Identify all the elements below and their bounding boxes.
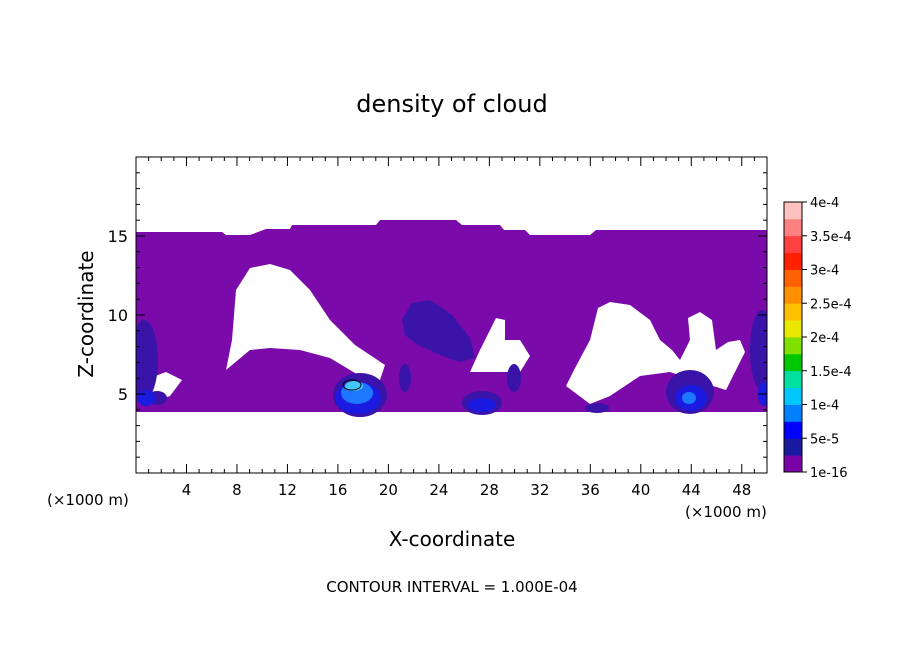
colorbar-label: 2e-4 — [810, 331, 839, 346]
colorbar-swatch — [784, 235, 802, 254]
density-level1-f — [750, 310, 767, 390]
density-level3-c — [682, 392, 696, 404]
x-tick-label: 24 — [429, 481, 448, 499]
x-tick-label: 40 — [631, 481, 650, 499]
colorbar-swatch — [784, 337, 802, 355]
colorbar-swatch — [784, 438, 802, 456]
footer-contour-interval: CONTOUR INTERVAL = 1.000E-04 — [326, 578, 577, 596]
density-level2-b — [468, 398, 496, 412]
density-level1-h — [399, 364, 411, 392]
colorbar-swatch — [784, 218, 802, 237]
cloud-lower-band — [136, 360, 767, 412]
y-tick-label: 15 — [108, 227, 128, 246]
x-unit-left: (×1000 m) — [47, 491, 129, 509]
chart-title: density of cloud — [356, 90, 547, 118]
colorbar-swatch — [784, 455, 802, 473]
contour-peak — [342, 379, 362, 391]
x-tick-label: 36 — [581, 481, 600, 499]
x-tick-label: 12 — [278, 481, 297, 499]
y-tick-label: 5 — [118, 385, 128, 404]
x-axis-label: X-coordinate — [389, 527, 516, 551]
density-level1-i — [585, 403, 609, 413]
colorbar-swatch — [784, 370, 802, 389]
colorbar-label: 5e-5 — [810, 432, 839, 447]
x-tick-label: 32 — [530, 481, 549, 499]
x-tick-label: 28 — [480, 481, 499, 499]
colorbar-label: 3e-4 — [810, 264, 839, 279]
colorbar-swatch — [784, 269, 802, 287]
colorbar-label: 1e-16 — [810, 466, 848, 481]
clear-hole-1 — [226, 264, 385, 380]
x-tick-label: 48 — [732, 481, 751, 499]
colorbar-label: 3.5e-4 — [810, 230, 852, 245]
density-level2-d — [137, 390, 155, 406]
colorbar-swatch — [784, 320, 802, 338]
x-tick-label: 16 — [328, 481, 347, 499]
density-level1-a — [402, 300, 475, 362]
colorbar-swatch — [784, 252, 802, 270]
x-tick-label: 44 — [682, 481, 701, 499]
density-level1-g — [507, 364, 521, 392]
colorbar-swatch — [784, 202, 802, 220]
clear-hole-2 — [470, 318, 530, 372]
x-tick-label: 4 — [182, 481, 192, 499]
x-unit-right: (×1000 m) — [685, 503, 767, 521]
x-tick-label: 8 — [232, 481, 242, 499]
colorbar-swatch — [784, 303, 802, 321]
colorbar-label: 4e-4 — [810, 196, 839, 211]
colorbar-swatch — [784, 404, 802, 422]
y-axis-label: Z-coordinate — [74, 250, 98, 377]
cloud-field — [136, 220, 767, 417]
colorbar-label: 1.5e-4 — [810, 365, 852, 380]
colorbar-label: 2.5e-4 — [810, 297, 852, 312]
colorbar-swatch — [784, 286, 802, 304]
y-tick-label: 10 — [108, 306, 128, 325]
colorbar-swatch — [784, 353, 802, 372]
colorbar-label: 1e-4 — [810, 399, 839, 414]
density-level1-e — [136, 320, 158, 400]
x-tick-label: 20 — [379, 481, 398, 499]
colorbar-swatch — [784, 387, 802, 405]
colorbar: 1e-16 5e-5 1e-4 1.5e-4 2e-4 2.5e-4 3e-4 3.5e-4 4… — [783, 196, 852, 481]
colorbar-swatch — [784, 421, 802, 439]
